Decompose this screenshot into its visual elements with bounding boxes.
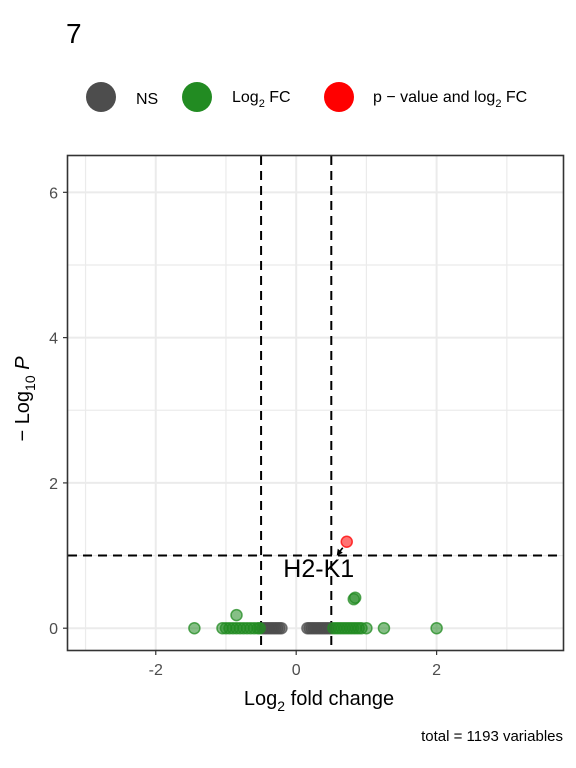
point-fc <box>189 623 200 634</box>
y-axis-ticks: 0 2 4 6 <box>49 185 68 638</box>
legend-swatch-log2fc <box>182 82 212 112</box>
point-fc <box>350 592 361 603</box>
y-axis-title: − Log10 P <box>12 356 38 442</box>
x-tick-label: -2 <box>149 662 163 679</box>
y-tick-label: 6 <box>49 185 58 202</box>
annotation-label: H2-K1 <box>283 555 354 583</box>
y-tick-label: 2 <box>49 476 58 493</box>
legend-swatch-pvalue-log2fc <box>324 82 354 112</box>
chart-title: 7 <box>66 18 82 49</box>
legend: NS Log2 FC p − value and log2 FC <box>86 82 527 112</box>
point-pfc <box>341 536 352 547</box>
data-points <box>189 536 442 633</box>
x-tick-label: 0 <box>292 662 301 679</box>
point-ns <box>276 623 287 634</box>
x-axis-title: Log2 fold change <box>244 688 394 714</box>
legend-label-log2fc: Log2 FC <box>232 89 291 110</box>
annotations: H2-K1 <box>283 548 354 583</box>
plot-panel: H2-K1 <box>68 156 564 651</box>
legend-swatch-ns <box>86 82 116 112</box>
point-fc <box>431 623 442 634</box>
point-fc <box>231 610 242 621</box>
point-fc <box>254 623 265 634</box>
y-tick-label: 4 <box>49 331 58 348</box>
caption: total = 1193 variables <box>421 728 563 745</box>
point-fc <box>378 623 389 634</box>
legend-label-pvalue-log2fc: p − value and log2 FC <box>373 89 527 110</box>
x-axis-ticks: -2 0 2 <box>149 650 442 679</box>
point-fc <box>361 623 372 634</box>
x-tick-label: 2 <box>432 662 441 679</box>
legend-label-ns: NS <box>136 91 158 108</box>
y-tick-label: 0 <box>49 621 58 638</box>
